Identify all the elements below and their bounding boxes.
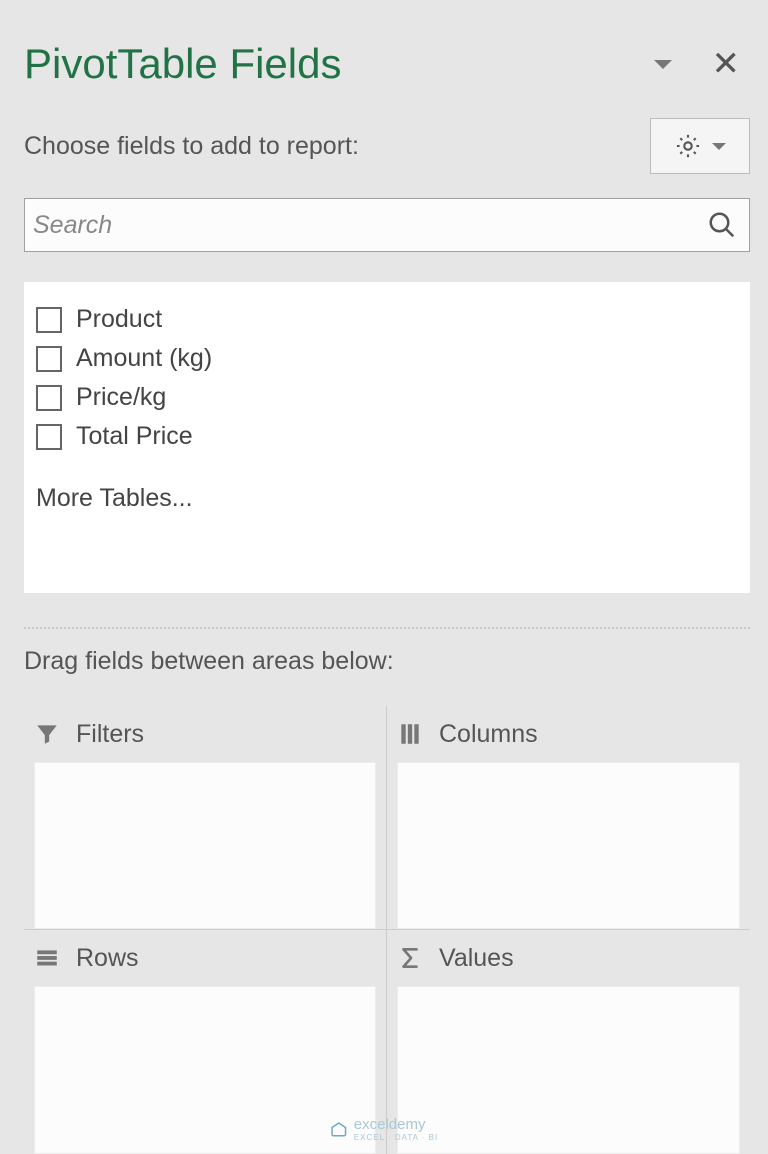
watermark-logo-icon — [330, 1120, 348, 1138]
columns-title: Columns — [439, 720, 538, 749]
values-drop-zone[interactable] — [397, 986, 740, 1154]
columns-area[interactable]: Columns — [387, 706, 750, 930]
filters-title: Filters — [76, 720, 144, 749]
rows-header: Rows — [34, 936, 376, 980]
watermark-brand: exceldemy — [354, 1116, 426, 1133]
more-tables-link[interactable]: More Tables... — [36, 484, 738, 513]
watermark-text: exceldemy EXCEL · DATA · BI — [354, 1116, 438, 1142]
search-icon — [707, 210, 737, 240]
choose-row: Choose fields to add to report: — [24, 118, 750, 174]
field-checkbox[interactable] — [36, 385, 62, 411]
drop-areas-grid: Filters Columns — [24, 706, 750, 1154]
field-checkbox[interactable] — [36, 424, 62, 450]
field-item[interactable]: Total Price — [36, 417, 738, 456]
rows-icon — [34, 945, 60, 971]
filters-drop-zone[interactable] — [34, 762, 376, 929]
search-input[interactable] — [33, 211, 707, 240]
field-item[interactable]: Price/kg — [36, 378, 738, 417]
field-item[interactable]: Amount (kg) — [36, 339, 738, 378]
values-header: Values — [397, 936, 740, 980]
gear-icon — [674, 132, 702, 160]
sigma-icon — [397, 945, 423, 971]
watermark-tagline: EXCEL · DATA · BI — [354, 1133, 438, 1142]
values-area[interactable]: Values — [387, 930, 750, 1154]
columns-drop-zone[interactable] — [397, 762, 740, 929]
field-label: Total Price — [76, 422, 193, 451]
panel-menu-dropdown-icon[interactable] — [654, 60, 672, 69]
field-list: Product Amount (kg) Price/kg Total Price… — [24, 282, 750, 593]
section-divider — [24, 627, 750, 629]
values-title: Values — [439, 944, 514, 973]
field-label: Amount (kg) — [76, 344, 212, 373]
panel-title: PivotTable Fields — [24, 40, 341, 88]
columns-icon — [397, 721, 423, 747]
field-list-options-button[interactable] — [650, 118, 750, 174]
choose-fields-label: Choose fields to add to report: — [24, 132, 359, 161]
field-checkbox[interactable] — [36, 346, 62, 372]
filters-area[interactable]: Filters — [24, 706, 387, 930]
chevron-down-icon — [712, 143, 726, 150]
rows-drop-zone[interactable] — [34, 986, 376, 1154]
columns-header: Columns — [397, 712, 740, 756]
pivottable-fields-panel: PivotTable Fields ✕ Choose fields to add… — [0, 0, 768, 1154]
panel-header: PivotTable Fields ✕ — [24, 40, 750, 88]
watermark: exceldemy EXCEL · DATA · BI — [330, 1116, 438, 1142]
close-icon[interactable]: ✕ — [712, 47, 741, 81]
filter-icon — [34, 721, 60, 747]
drag-fields-label: Drag fields between areas below: — [24, 647, 750, 676]
search-field-wrap[interactable] — [24, 198, 750, 252]
rows-title: Rows — [76, 944, 139, 973]
field-label: Price/kg — [76, 383, 166, 412]
field-label: Product — [76, 305, 162, 334]
field-item[interactable]: Product — [36, 300, 738, 339]
field-checkbox[interactable] — [36, 307, 62, 333]
filters-header: Filters — [34, 712, 376, 756]
panel-header-controls: ✕ — [654, 47, 751, 81]
